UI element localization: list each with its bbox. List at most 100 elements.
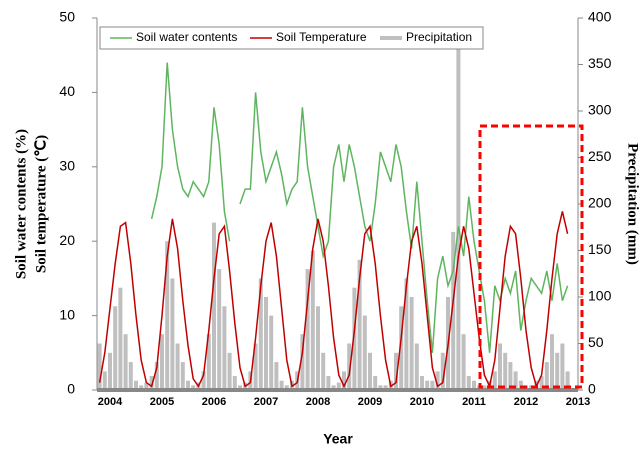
legend-label: Precipitation [406, 30, 472, 44]
x-tick-label: 2008 [306, 396, 330, 408]
y-tick-label: 50 [59, 9, 75, 25]
precip-bar [305, 269, 310, 390]
precip-bar [342, 371, 346, 390]
precip-bar [430, 380, 435, 390]
precip-bar [326, 376, 331, 390]
y2-tick-label: 50 [588, 334, 604, 350]
precip-bar [560, 343, 565, 390]
precip-bar [404, 278, 409, 390]
precip-bar [160, 334, 164, 390]
precip-bar [206, 334, 211, 390]
precip-bar [425, 380, 430, 390]
precip-bar [565, 371, 570, 390]
precip-bar [440, 352, 445, 390]
precip-bar [300, 334, 305, 390]
precip-bar [321, 352, 326, 390]
precip-bar [461, 334, 466, 390]
legend-box [99, 26, 484, 50]
precip-bar [264, 297, 268, 390]
y2-tick-label: 300 [588, 102, 612, 118]
precip-bar [310, 250, 315, 390]
highlight-box [478, 124, 584, 389]
precip-bar [191, 385, 196, 390]
y-tick-label: 0 [67, 381, 75, 397]
x-tick-label: 2010 [410, 396, 434, 408]
precip-bar [414, 343, 419, 390]
legend-label: Soil water contents [136, 30, 237, 44]
precip-bar [258, 278, 263, 390]
precip-bar [362, 315, 367, 390]
x-axis-title: Year [323, 431, 353, 447]
y-axis-title: Soil water contents (%) [13, 129, 29, 279]
series-line [98, 211, 569, 389]
precip-bar [175, 343, 180, 390]
precip-bar [149, 376, 154, 390]
precip-bar [253, 343, 258, 390]
precip-bar [180, 362, 185, 390]
precip-bar [352, 287, 357, 390]
precip-bar [331, 385, 336, 390]
x-tick-label: 2009 [358, 396, 382, 408]
x-tick-label: 2005 [150, 396, 174, 408]
precip-bar [144, 382, 149, 390]
precip-bar [472, 380, 476, 390]
precip-bar [186, 380, 190, 390]
precip-bar [279, 380, 284, 390]
y2-tick-label: 350 [588, 55, 612, 71]
precip-bar [154, 362, 159, 390]
precip-bar [227, 352, 232, 390]
y2-tick-label: 250 [588, 148, 612, 164]
precip-bar [201, 371, 206, 390]
x-tick-label: 2012 [514, 396, 538, 408]
y-tick-label: 30 [59, 158, 75, 174]
precip-bar [222, 306, 227, 390]
precip-bar [498, 343, 502, 390]
y2-tick-label: 150 [588, 241, 612, 257]
precip-bar [232, 376, 237, 390]
y-tick-label: 40 [59, 83, 75, 99]
precip-bar [378, 385, 383, 390]
precip-bar [466, 376, 471, 390]
precip-bar [274, 362, 279, 390]
precip-bar [170, 278, 175, 390]
legend-label: Soil Temperature [276, 30, 367, 44]
precip-bar [513, 371, 518, 390]
precip-bar [492, 371, 497, 390]
precip-bar [269, 315, 274, 390]
precip-bar [357, 259, 362, 390]
precip-bar [128, 362, 133, 390]
x-tick-label: 2011 [462, 396, 486, 408]
precip-bar [399, 306, 404, 390]
plot-area: 0 10 20 30 40 50 0 50 100 150 200 250 300 350 400 2004 2… [59, 9, 611, 408]
y-axis-title: Soil temperature (℃) [33, 135, 49, 273]
precip-bar [165, 241, 170, 390]
precip-bar [451, 231, 456, 390]
precip-bar [508, 362, 513, 390]
y-tick-label: 10 [59, 306, 75, 322]
precip-bar [113, 306, 118, 390]
precip-bar [123, 334, 128, 390]
precip-bar [238, 385, 242, 390]
precip-bar [97, 343, 102, 390]
x-tick-label: 2007 [254, 396, 278, 408]
y2-tick-label: 200 [588, 195, 612, 211]
precip-bar [368, 352, 372, 390]
precip-bar [316, 306, 320, 390]
precip-bar [118, 287, 123, 390]
x-tick-label: 2006 [202, 396, 226, 408]
precip-bar [503, 352, 508, 390]
series-line [150, 62, 569, 353]
precip-bar [284, 385, 289, 390]
y2-tick-label: 0 [588, 381, 596, 397]
precip-bar [435, 371, 440, 390]
precip-bar [336, 382, 341, 390]
precip-bar [394, 352, 398, 390]
y2-axis-title: Precipitation (mm) [625, 143, 641, 265]
precip-bar [544, 362, 549, 390]
precip-bar [102, 371, 107, 390]
precip-bar [550, 334, 554, 390]
precip-bar [539, 376, 544, 390]
precip-bar [555, 352, 560, 390]
y-tick-label: 20 [59, 232, 75, 248]
